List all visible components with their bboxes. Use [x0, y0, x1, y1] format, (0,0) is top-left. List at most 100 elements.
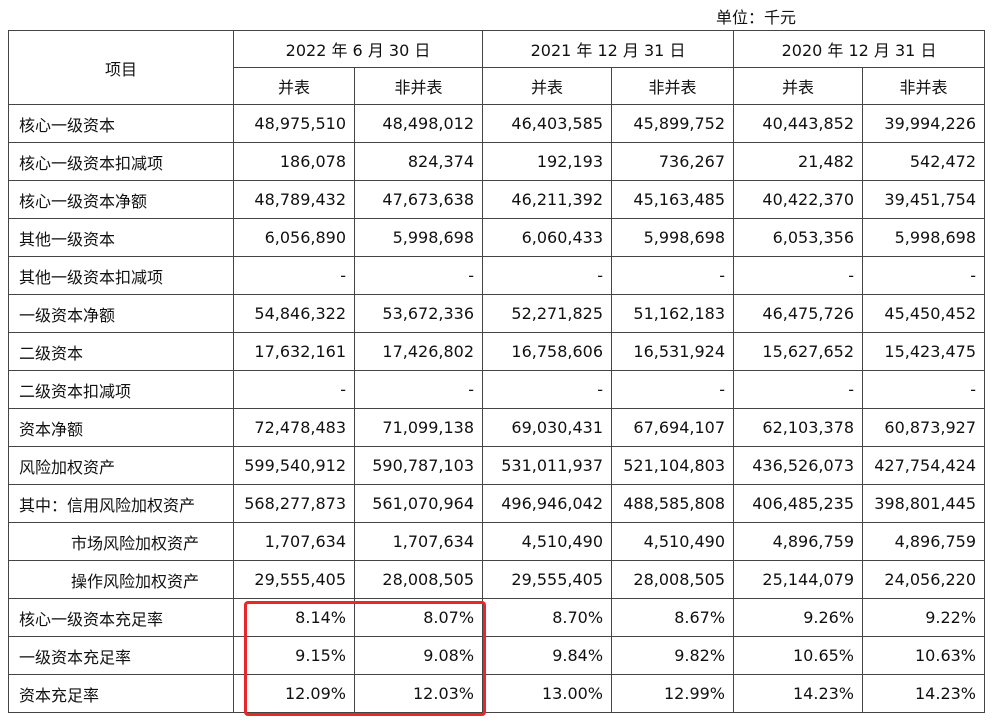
table-cell: - — [733, 370, 864, 409]
row-label: 二级资本扣减项 — [8, 370, 234, 409]
capital-adequacy-table: 项目 2022 年 6 月 30 日 2021 年 12 月 31 日 2020… — [8, 30, 986, 713]
table-cell: 45,899,752 — [611, 104, 735, 143]
table-cell: - — [353, 256, 484, 295]
table-cell: 9.15% — [233, 636, 355, 675]
table-cell: 29,555,405 — [233, 560, 355, 599]
table-cell: 186,078 — [233, 142, 355, 181]
row-label: 操作风险加权资产 — [8, 560, 234, 599]
table-cell: 47,673,638 — [353, 180, 484, 219]
table-cell: 72,478,483 — [233, 408, 355, 447]
table-cell: 590,787,103 — [353, 446, 484, 485]
table-cell: 4,510,490 — [611, 522, 735, 561]
table-cell: 28,008,505 — [611, 560, 735, 599]
table-cell: 17,632,161 — [233, 332, 355, 371]
table-cell: 12.99% — [611, 674, 735, 713]
table-cell: 9.22% — [862, 598, 986, 637]
header-sub: 并表 — [233, 67, 355, 105]
row-label: 市场风险加权资产 — [8, 522, 234, 561]
table-cell: 8.67% — [611, 598, 735, 637]
table-row: 核心一级资本扣减项 186,078 824,374 192,193 736,26… — [8, 142, 986, 181]
table-cell: 521,104,803 — [611, 446, 735, 485]
table-cell: 28,008,505 — [353, 560, 484, 599]
table-cell: 62,103,378 — [733, 408, 864, 447]
table-cell: 48,498,012 — [353, 104, 484, 143]
table-row: 一级资本净额 54,846,322 53,672,336 52,271,825 … — [8, 294, 986, 333]
table-cell: 46,475,726 — [733, 294, 864, 333]
table-cell: 10.65% — [733, 636, 864, 675]
table-cell: - — [862, 256, 986, 295]
table-cell: 40,443,852 — [733, 104, 864, 143]
table-cell: 9.08% — [353, 636, 484, 675]
table-cell: 9.26% — [733, 598, 864, 637]
table-cell: 398,801,445 — [862, 484, 986, 523]
table-cell: 60,873,927 — [862, 408, 986, 447]
table-cell: 824,374 — [353, 142, 484, 181]
table-cell: 9.84% — [482, 636, 613, 675]
table-cell: 531,011,937 — [482, 446, 613, 485]
table-row: 核心一级资本充足率 8.14% 8.07% 8.70% 8.67% 9.26% … — [8, 598, 986, 637]
table-cell: 8.14% — [233, 598, 355, 637]
header-sub: 并表 — [482, 67, 613, 105]
table-cell: - — [353, 370, 484, 409]
row-label: 核心一级资本净额 — [8, 180, 234, 219]
header-date-2022-06-30: 2022 年 6 月 30 日 — [232, 30, 484, 68]
table-cell: 45,450,452 — [862, 294, 986, 333]
table-cell: 16,531,924 — [611, 332, 735, 371]
table-cell: 17,426,802 — [353, 332, 484, 371]
table-cell: 8.07% — [353, 598, 484, 637]
table-cell: 1,707,634 — [233, 522, 355, 561]
table-cell: 568,277,873 — [233, 484, 355, 523]
table-cell: 67,694,107 — [611, 408, 735, 447]
table-cell: 736,267 — [611, 142, 735, 181]
table-cell: 52,271,825 — [482, 294, 613, 333]
table-cell: 53,672,336 — [353, 294, 484, 333]
table-cell: - — [233, 256, 355, 295]
table-cell: 45,163,485 — [611, 180, 735, 219]
header-row-sub: 并表 非并表 并表 非并表 并表 非并表 — [9, 67, 986, 105]
table-cell: 5,998,698 — [353, 218, 484, 257]
row-label: 一级资本充足率 — [8, 636, 234, 675]
row-label: 其他一级资本扣减项 — [8, 256, 234, 295]
table-cell: 39,451,754 — [862, 180, 986, 219]
table-cell: 12.09% — [233, 674, 355, 713]
table-cell: 15,627,652 — [733, 332, 864, 371]
table-cell: 4,510,490 — [482, 522, 613, 561]
table-cell: 6,056,890 — [233, 218, 355, 257]
table-row: 资本净额 72,478,483 71,099,138 69,030,431 67… — [8, 408, 986, 447]
table-cell: 21,482 — [733, 142, 864, 181]
row-label: 核心一级资本 — [8, 104, 234, 143]
table-cell: 4,896,759 — [733, 522, 864, 561]
table-row: 市场风险加权资产 1,707,634 1,707,634 4,510,490 4… — [8, 522, 986, 561]
table-cell: 51,162,183 — [611, 294, 735, 333]
table-row: 其他一级资本 6,056,890 5,998,698 6,060,433 5,9… — [8, 218, 986, 257]
table-cell: 488,585,808 — [611, 484, 735, 523]
table-cell: 4,896,759 — [862, 522, 986, 561]
row-label: 其他一级资本 — [8, 218, 234, 257]
table-cell: 561,070,964 — [353, 484, 484, 523]
table-cell: 13.00% — [482, 674, 613, 713]
table-cell: 6,060,433 — [482, 218, 613, 257]
table-cell: 8.70% — [482, 598, 613, 637]
row-label: 风险加权资产 — [8, 446, 234, 485]
row-label: 资本充足率 — [8, 674, 234, 713]
table-cell: 192,193 — [482, 142, 613, 181]
header-sub: 并表 — [733, 67, 864, 105]
table-cell: 496,946,042 — [482, 484, 613, 523]
table-cell: - — [233, 370, 355, 409]
header-date-2021-12-31: 2021 年 12 月 31 日 — [482, 30, 735, 68]
table-cell: 1,707,634 — [353, 522, 484, 561]
header-item: 项目 — [8, 30, 234, 105]
table-row: 操作风险加权资产 29,555,405 28,008,505 29,555,40… — [8, 560, 986, 599]
header-date-2020-12-31: 2020 年 12 月 31 日 — [733, 30, 986, 68]
table-cell: 25,144,079 — [733, 560, 864, 599]
table-cell: - — [611, 256, 735, 295]
table-cell: 5,998,698 — [862, 218, 986, 257]
table-row: 资本充足率 12.09% 12.03% 13.00% 12.99% 14.23%… — [8, 674, 986, 713]
table-cell: 54,846,322 — [233, 294, 355, 333]
table-cell: 542,472 — [862, 142, 986, 181]
table-cell: 5,998,698 — [611, 218, 735, 257]
table-row: 其中：信用风险加权资产 568,277,873 561,070,964 496,… — [8, 484, 986, 523]
row-label: 核心一级资本扣减项 — [8, 142, 234, 181]
table-cell: 24,056,220 — [862, 560, 986, 599]
table-cell: - — [733, 256, 864, 295]
